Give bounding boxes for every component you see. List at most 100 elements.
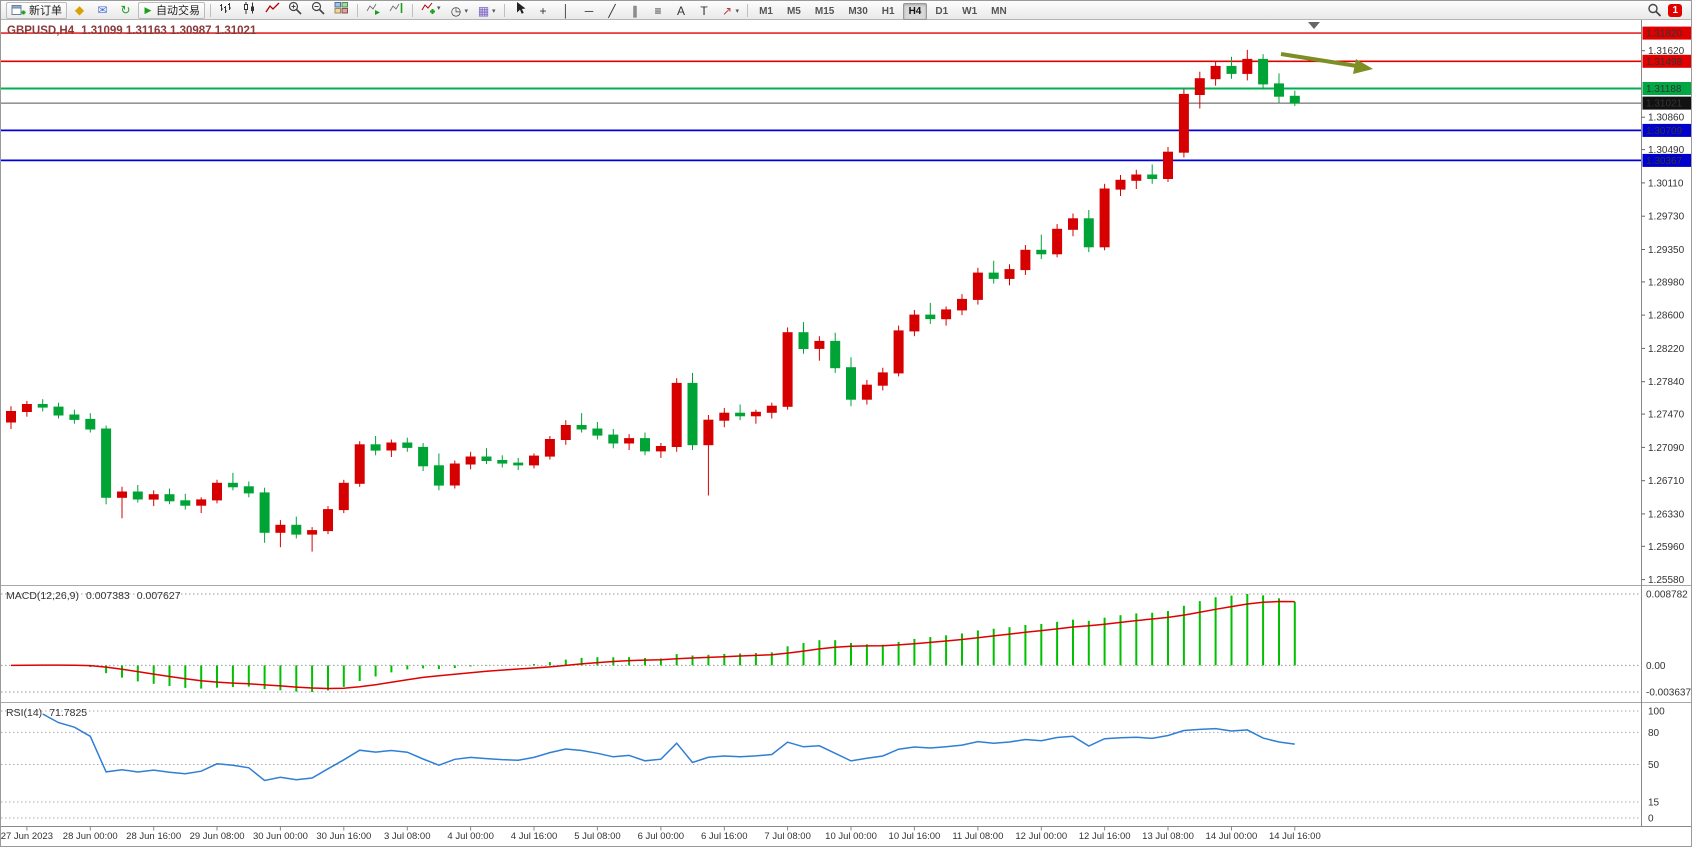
- candle: [893, 325, 904, 377]
- candle: [117, 486, 127, 519]
- time-axis-label: 6 Jul 16:00: [701, 831, 748, 842]
- candlestick-chart-button[interactable]: [239, 1, 260, 17]
- toolbar-separator: [357, 3, 358, 17]
- trend-arrow-shaft: [1280, 52, 1358, 68]
- price-tick-label: 1.29730: [1648, 212, 1685, 223]
- crosshair-button[interactable]: +: [533, 3, 554, 20]
- vertical-line-button[interactable]: │: [556, 3, 577, 20]
- macd-panel: 0.008782 0.00 -0.003637: [1, 590, 1691, 699]
- rsi-axis-label: 80: [1648, 728, 1660, 739]
- svg-text:1.31188: 1.31188: [1646, 84, 1682, 95]
- text-button[interactable]: A: [671, 3, 692, 20]
- price-tick-label: 1.30860: [1648, 113, 1685, 124]
- auto-trading-button[interactable]: ▶ 自动交易: [138, 1, 205, 19]
- candle: [560, 420, 571, 445]
- timeframe-h4-button[interactable]: H4: [902, 2, 928, 20]
- candle: [687, 372, 698, 450]
- candle: [1194, 71, 1205, 109]
- chart-area[interactable]: 1.31620 1.30860 1.30490 1.30110 1.29730 1.293…: [1, 19, 1692, 847]
- metaeditor-button[interactable]: ◆: [69, 2, 90, 19]
- fibonacci-button[interactable]: ≡: [648, 3, 669, 20]
- equidistant-channel-button[interactable]: ∥: [625, 3, 646, 20]
- candle: [1163, 147, 1173, 182]
- timeframe-m1-button[interactable]: M1: [759, 5, 773, 17]
- periods-button[interactable]: ◷ ▾: [446, 3, 472, 20]
- macd-axis-label: -0.003637: [1646, 688, 1691, 699]
- rsi-panel: 100 80 50 15 0: [1, 707, 1665, 825]
- candle: [544, 436, 555, 460]
- candle: [338, 479, 349, 514]
- line-chart-button[interactable]: [262, 1, 283, 17]
- candle: [449, 460, 460, 489]
- refresh-button[interactable]: ↻: [115, 2, 136, 19]
- timeframe-h1-button[interactable]: H1: [881, 5, 895, 17]
- templates-icon: ▦: [477, 4, 490, 19]
- auto-scroll-button[interactable]: [363, 1, 384, 17]
- trend-arrow-annotation[interactable]: [1280, 52, 1373, 74]
- arrows-button[interactable]: ↗ ▾: [717, 3, 743, 20]
- candle: [275, 520, 286, 548]
- mailbox-icon: ✉: [97, 3, 108, 17]
- candlestick-chart-icon: [242, 1, 257, 15]
- candle: [957, 294, 967, 316]
- price-tags-layer: 1.31820 1.31498 1.31188 1.31021 1.30709 1.303…: [1642, 26, 1691, 167]
- candle: [1131, 169, 1142, 189]
- zoom-out-button[interactable]: [308, 1, 329, 17]
- rsi-line: [42, 713, 1295, 782]
- candle: [6, 406, 16, 429]
- timeframe-m5-button[interactable]: M5: [786, 5, 801, 17]
- tile-windows-icon: [334, 1, 349, 15]
- time-axis-label: 12 Jul 16:00: [1078, 831, 1131, 842]
- notification-badge[interactable]: 1: [1668, 3, 1682, 17]
- candle: [433, 453, 444, 491]
- price-tag-support-blue-2: 1.30367: [1642, 153, 1691, 167]
- candle: [1115, 175, 1126, 196]
- rsi-axis-label: 0: [1648, 814, 1654, 825]
- text-label-button[interactable]: T: [694, 3, 715, 20]
- svg-text:1.30709: 1.30709: [1646, 126, 1683, 137]
- arrows-icon: ↗: [722, 4, 733, 19]
- tile-windows-button[interactable]: [331, 1, 352, 17]
- price-tag-support-blue-1: 1.30709: [1642, 123, 1691, 137]
- candle: [291, 516, 302, 539]
- candle: [735, 404, 746, 421]
- chart-shift-button[interactable]: [386, 1, 407, 17]
- candle: [180, 493, 191, 510]
- chart-nav-group: [362, 1, 408, 20]
- new-order-button[interactable]: 新订单: [6, 1, 67, 19]
- timeframe-w1-button[interactable]: W1: [962, 5, 978, 17]
- candle: [323, 506, 333, 535]
- candle: [592, 422, 603, 440]
- time-axis-label: 10 Jul 00:00: [825, 831, 877, 842]
- dropdown-caret-icon: ▾: [464, 8, 469, 16]
- indicators-add-icon: [421, 1, 436, 15]
- candle: [1289, 90, 1300, 107]
- time-axis-label: 7 Jul 08:00: [764, 831, 811, 842]
- templates-button[interactable]: ▦ ▾: [473, 3, 499, 20]
- trendline-button[interactable]: ╱: [602, 3, 623, 20]
- horizontal-line-button[interactable]: ─: [579, 3, 600, 20]
- candle: [830, 332, 841, 373]
- candle: [798, 322, 809, 354]
- time-axis[interactable]: 27 Jun 2023 28 Jun 00:00 28 Jun 16:00 29 Ju…: [1, 827, 1641, 846]
- timeframe-m30-button[interactable]: M30: [848, 5, 868, 17]
- insert-group: ▾ ◷ ▾ ▦ ▾: [417, 1, 500, 20]
- price-tick-label: 1.29350: [1648, 245, 1685, 256]
- zoom-in-button[interactable]: [285, 1, 306, 17]
- cursor-button[interactable]: [510, 1, 531, 17]
- search-button[interactable]: [1644, 2, 1665, 19]
- time-axis-label: 6 Jul 00:00: [637, 831, 685, 842]
- timeframe-m15-button[interactable]: M15: [814, 5, 835, 17]
- timeframe-d1-button[interactable]: D1: [935, 5, 949, 17]
- candle: [354, 441, 365, 487]
- timeframe-mn-button[interactable]: MN: [991, 5, 1007, 17]
- price-axis-ticks[interactable]: 1.31620 1.30860 1.30490 1.30110 1.29730 1.293…: [1641, 46, 1685, 586]
- chart-shift-marker[interactable]: [1308, 22, 1320, 29]
- line-chart-icon: [265, 1, 280, 15]
- time-axis-label: 28 Jun 16:00: [126, 831, 182, 842]
- trend-arrow-head: [1353, 59, 1373, 74]
- bar-chart-button[interactable]: [216, 1, 237, 17]
- candle: [972, 267, 983, 305]
- indicators-add-button[interactable]: ▾: [418, 1, 444, 17]
- mailbox-button[interactable]: ✉: [92, 2, 113, 19]
